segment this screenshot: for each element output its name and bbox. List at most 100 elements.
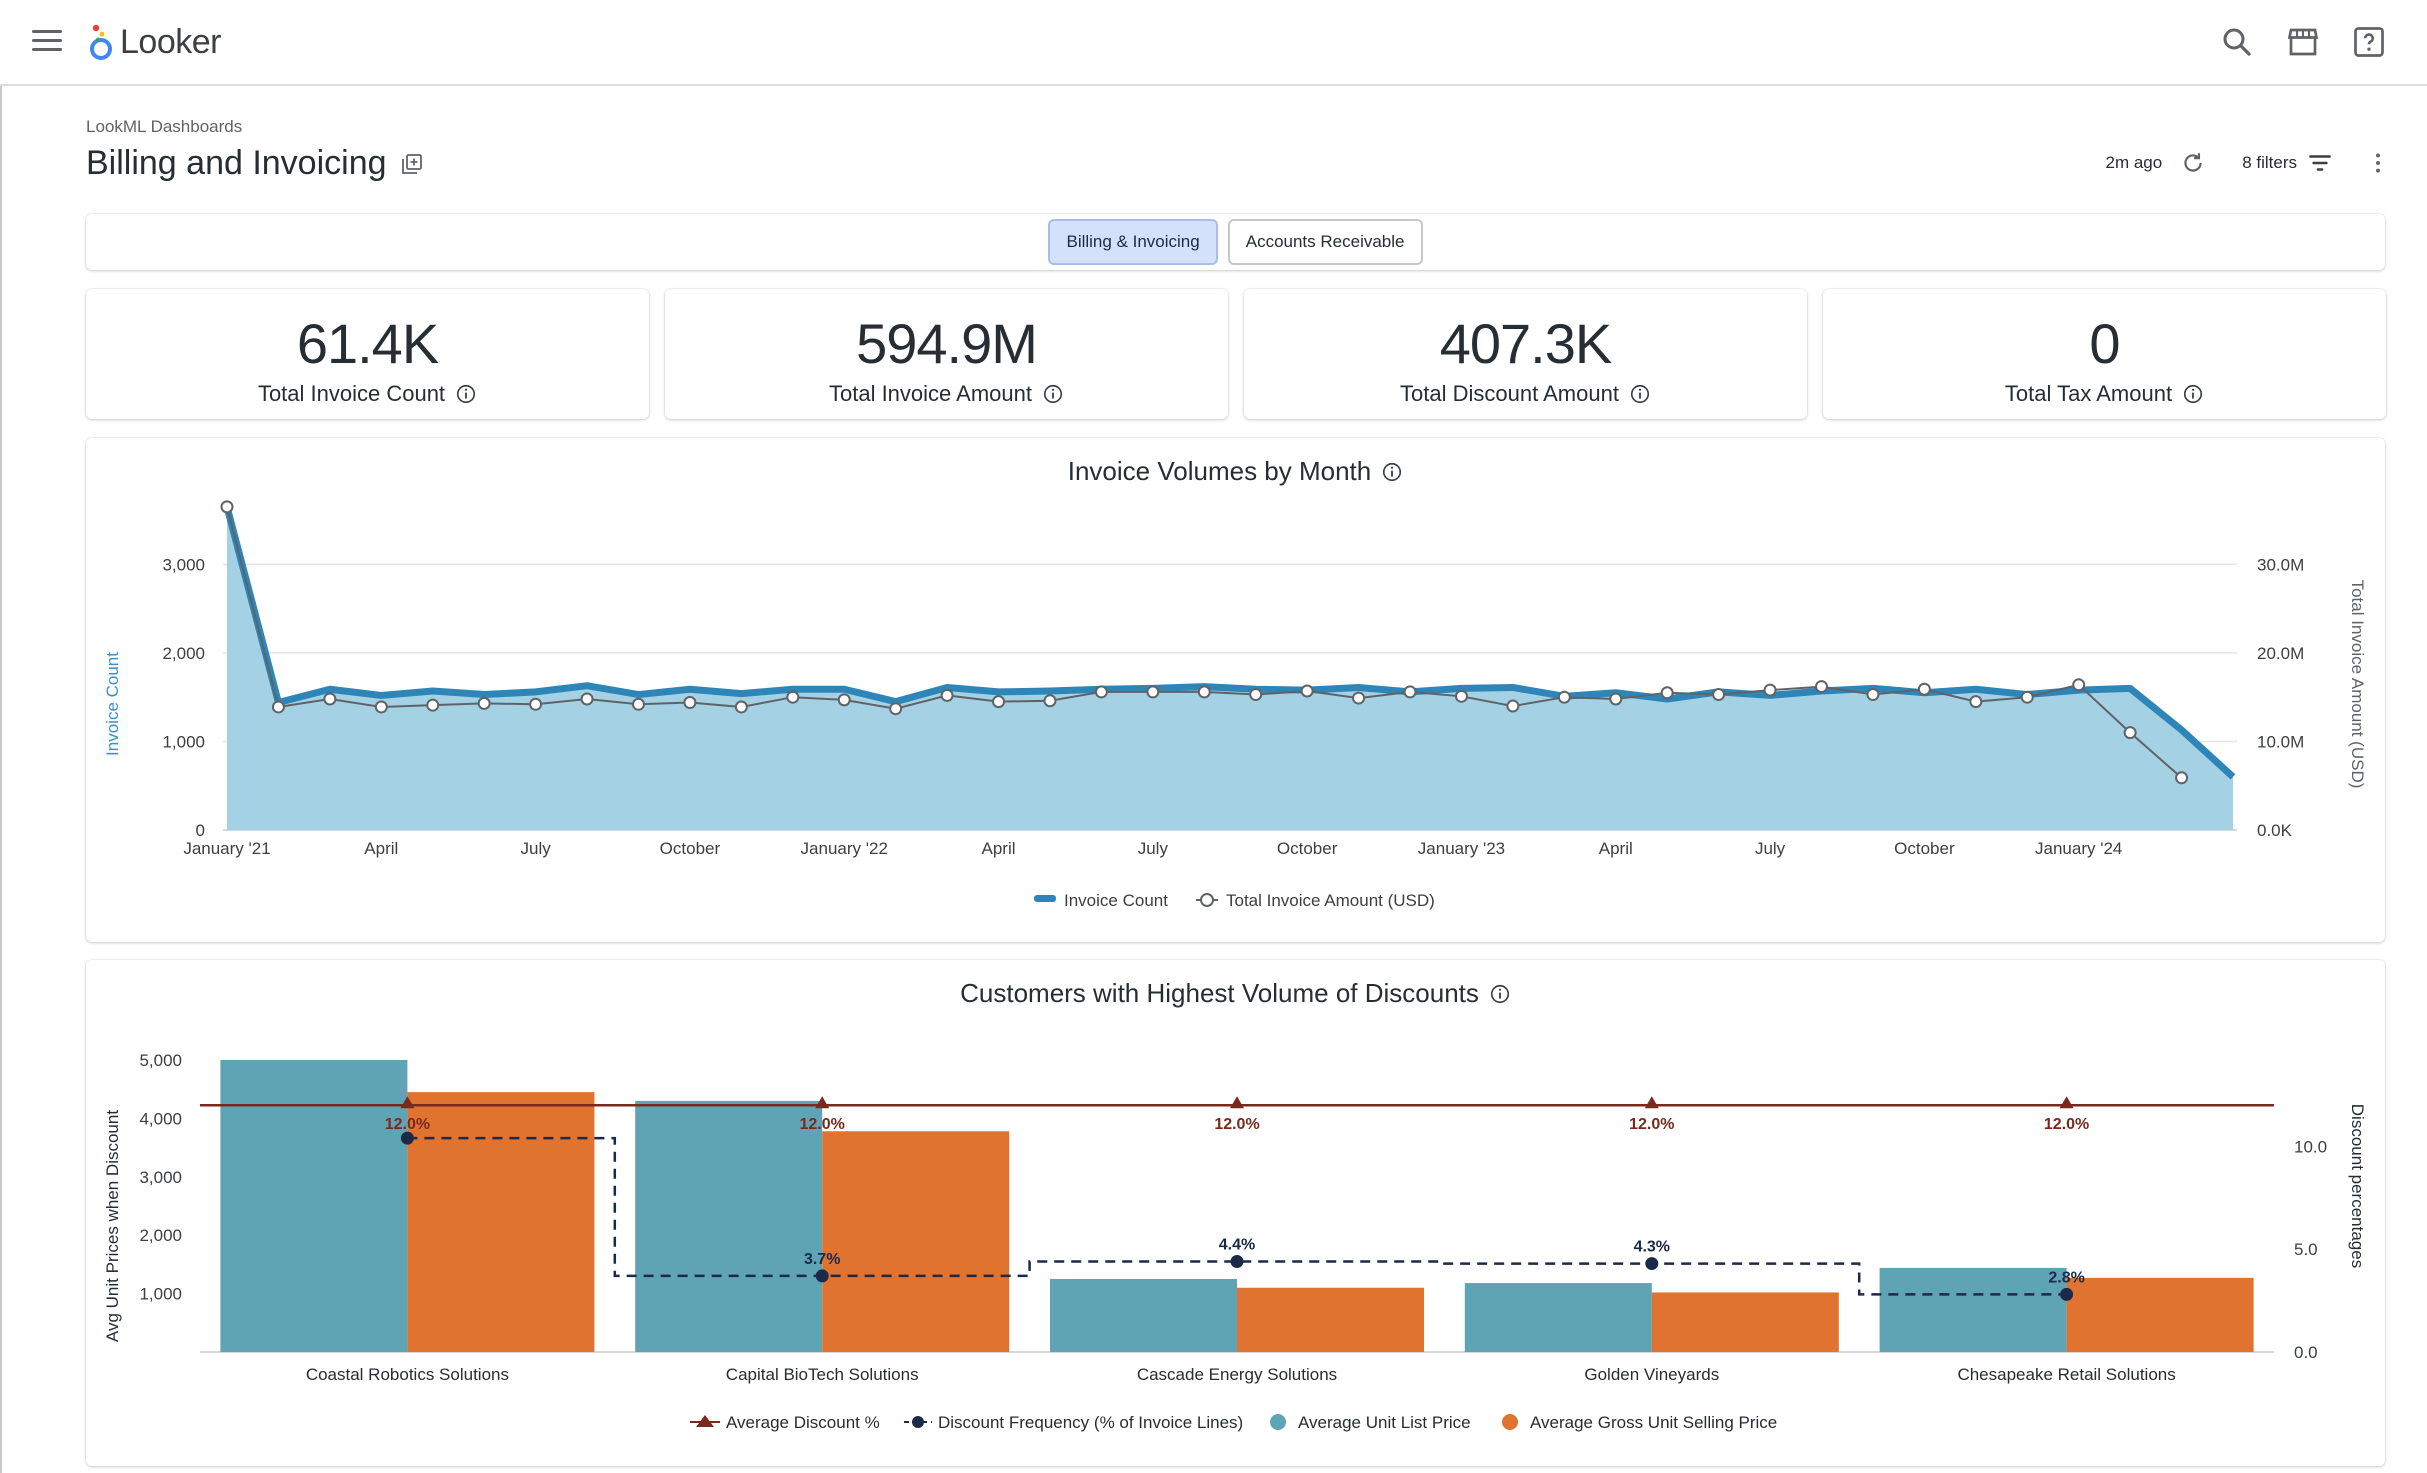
invoice-amount-point: [940, 688, 954, 702]
info-icon[interactable]: [1629, 383, 1651, 405]
kpi-total-invoice-amount[interactable]: 594.9M Total Invoice Amount: [665, 289, 1228, 419]
tab-accounts-receivable[interactable]: Accounts Receivable: [1227, 219, 1423, 265]
kpi-label-row: Total Discount Amount: [1244, 381, 1807, 407]
invoice-count-line: [223, 505, 2236, 780]
kpi-value: 61.4K: [296, 312, 439, 375]
invoice-amount-point: [734, 700, 748, 714]
info-icon[interactable]: [1381, 461, 1403, 483]
legend-invoice-amount: Total Invoice Amount (USD): [1226, 891, 1435, 910]
filters-count: 8 filters: [2242, 153, 2297, 172]
invoice-volumes-tile: Invoice Volumes by Month 0 0.0K 1,000 10.0M…: [86, 438, 2385, 942]
y2-tick-label: 30.0M: [2257, 555, 2304, 574]
invoice-amount-point: [1712, 688, 1726, 702]
info-icon[interactable]: [455, 383, 477, 405]
invoice-amount-point: [2175, 771, 2189, 785]
invoice-amount-point: [837, 693, 851, 707]
looker-logo-icon: [90, 24, 112, 60]
breadcrumb[interactable]: LookML Dashboards: [86, 117, 243, 136]
invoice-amount-point: [1043, 694, 1057, 708]
invoice-amount-point: [2123, 726, 2137, 740]
avg-discount-marker: [2059, 1096, 2074, 1109]
looker-logo[interactable]: Looker: [88, 22, 221, 62]
x-tick-label: Capital BioTech Solutions: [726, 1365, 919, 1384]
y-axis-label: Avg Unit Prices when Discount: [103, 1110, 122, 1342]
chart-title: Invoice Volumes by Month: [1067, 456, 1372, 486]
y2-tick-label: 10.0: [2294, 1137, 2327, 1156]
info-icon[interactable]: [2182, 383, 2204, 405]
x-tick-label: Golden Vineyards: [1584, 1365, 1719, 1384]
discount-frequency-line: [407, 1136, 2067, 1296]
avg-discount-label: 12.0%: [2044, 1116, 2089, 1133]
x-tick-label: April: [982, 839, 1016, 858]
invoice-amount-point: [2072, 678, 2086, 692]
invoice-amount-point: [889, 702, 903, 716]
x-tick-label: October: [660, 839, 721, 858]
discount-frequency-marker: [1230, 1255, 1244, 1269]
y-tick-label: 1,000: [162, 732, 205, 751]
marketplace-icon[interactable]: [2285, 24, 2321, 60]
invoice-amount-point: [271, 700, 285, 714]
tab-billing-invoicing[interactable]: Billing & Invoicing: [1048, 219, 1218, 265]
avg-discount-marker: [1230, 1096, 1244, 1109]
y-tick-label: 0: [196, 821, 205, 840]
refresh-icon[interactable]: [2180, 150, 2206, 176]
invoice-amount-point: [786, 690, 800, 704]
kpi-value: 407.3K: [1439, 312, 1613, 375]
search-icon[interactable]: [2219, 24, 2255, 60]
legend-selling-price-marker: [1502, 1414, 1518, 1430]
kpi-total-discount-amount[interactable]: 407.3K Total Discount Amount: [1244, 289, 1807, 419]
discount-frequency-label: 3.7%: [804, 1251, 840, 1268]
x-tick-label: Cascade Energy Solutions: [1137, 1365, 1337, 1384]
filters-button[interactable]: 8 filters: [2242, 150, 2333, 176]
kpi-label: Total Tax Amount: [2004, 381, 2173, 406]
kpi-value: 594.9M: [856, 312, 1038, 375]
discount-frequency-marker: [400, 1131, 414, 1145]
discount-frequency-marker: [1645, 1257, 1659, 1271]
top-bar: Looker: [0, 0, 2427, 86]
y-tick-label: 4,000: [139, 1109, 182, 1128]
y-tick-label: 1,000: [139, 1285, 182, 1304]
legend-selling-price: Average Gross Unit Selling Price: [1530, 1413, 1777, 1432]
bar-list-price: [220, 1060, 408, 1352]
menu-icon[interactable]: [32, 30, 62, 54]
y2-tick-label: 20.0M: [2257, 644, 2304, 663]
legend-list-price-marker: [1270, 1414, 1286, 1430]
more-options-icon[interactable]: [2365, 150, 2391, 176]
avg-discount-label: 12.0%: [800, 1116, 845, 1133]
invoice-amount-point: [992, 695, 1006, 709]
invoice-amount-point: [1249, 688, 1263, 702]
x-tick-label: January '22: [801, 839, 888, 858]
discount-frequency-marker: [815, 1269, 829, 1283]
y2-tick-label: 0.0K: [2257, 821, 2293, 840]
invoice-volumes-chart[interactable]: 0 0.0K 1,000 10.0M 2,000 20.0M 3,000 30.0M Invoi…: [86, 438, 2385, 942]
chart-title: Customers with Highest Volume of Discoun…: [960, 978, 1479, 1008]
y2-tick-label: 0.0: [2294, 1343, 2318, 1362]
customer-discounts-chart[interactable]: 1,000 2,000 3,000 4,000 5,000 0.0 5.0 10.0 Avg U…: [86, 960, 2385, 1466]
x-tick-label: October: [1894, 839, 1955, 858]
invoice-amount-point: [1094, 685, 1108, 699]
invoice-amount-point: [1557, 690, 1571, 704]
bar-list-price: [1050, 1279, 1237, 1352]
y2-tick-label: 10.0M: [2257, 732, 2304, 751]
kpi-total-invoice-count[interactable]: 61.4K Total Invoice Count: [86, 289, 649, 419]
legend-frequency-marker: [912, 1416, 924, 1428]
info-icon[interactable]: [1489, 983, 1511, 1005]
invoice-amount-point: [1146, 685, 1160, 699]
y-tick-label: 5,000: [139, 1051, 182, 1070]
kpi-total-tax-amount[interactable]: 0 Total Tax Amount: [1823, 289, 2386, 419]
customer-discounts-tile: Customers with Highest Volume of Discoun…: [86, 960, 2385, 1466]
info-icon[interactable]: [1042, 383, 1064, 405]
dashboard-controls: 2m ago 8 filters: [2106, 150, 2392, 176]
chart-title-row: Customers with Highest Volume of Discoun…: [86, 978, 2385, 1009]
invoice-amount-point: [374, 700, 388, 714]
legend-list-price: Average Unit List Price: [1298, 1413, 1471, 1432]
avg-discount-label: 12.0%: [385, 1116, 430, 1133]
x-tick-label: July: [1755, 839, 1786, 858]
invoice-amount-point: [477, 696, 491, 710]
legend-invoice-count: Invoice Count: [1064, 891, 1168, 910]
y-tick-label: 2,000: [162, 644, 205, 663]
copy-dashboard-icon[interactable]: [400, 152, 424, 176]
avg-discount-marker: [1644, 1096, 1659, 1109]
help-icon[interactable]: [2351, 24, 2387, 60]
kpi-label: Total Discount Amount: [1400, 381, 1619, 406]
